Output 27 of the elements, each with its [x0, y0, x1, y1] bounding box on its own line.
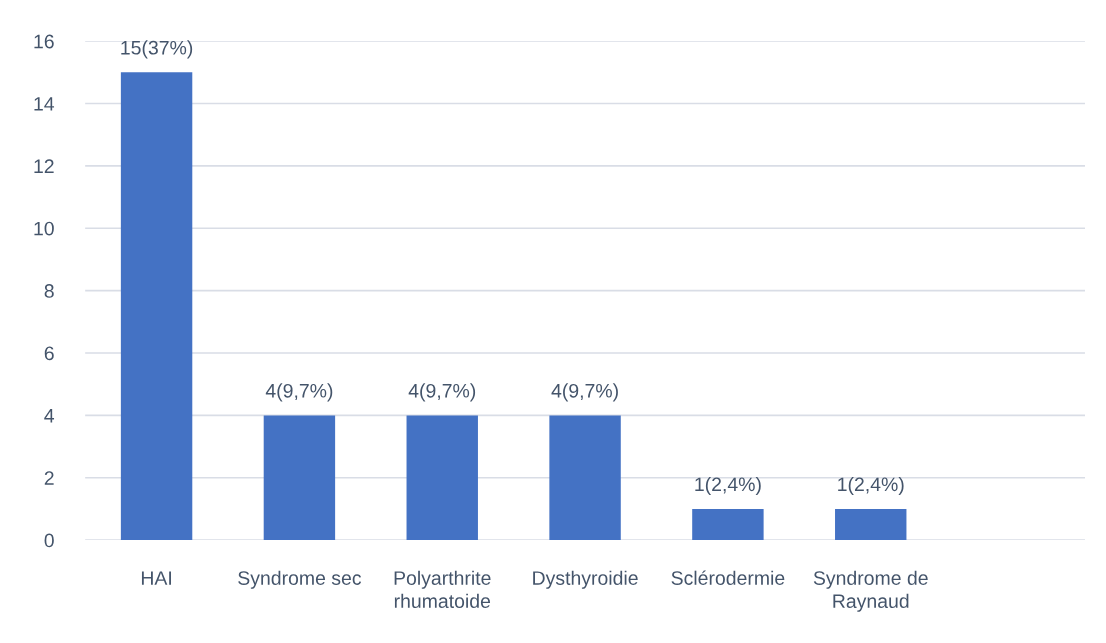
bar: [549, 415, 621, 541]
x-tick-label: HAI: [141, 571, 171, 585]
x-tick-label: Dysthyroidie: [533, 570, 638, 589]
bar: [692, 508, 764, 541]
y-tick-label: 12: [34, 159, 54, 173]
y-tick-label: 10: [34, 221, 54, 236]
data-label: 1(2,4%): [695, 476, 761, 496]
y-tick-label: 16: [34, 34, 54, 49]
data-label: 15(37%): [121, 40, 193, 59]
data-label: 4(9,7%): [408, 383, 476, 402]
x-tick-label: Syndrome sec: [238, 570, 362, 589]
data-label: 4(9,7%): [551, 383, 618, 402]
y-tick-label: 0: [44, 533, 54, 548]
y-tick-label: 2: [44, 471, 54, 485]
bar: [406, 415, 478, 541]
y-tick-label: 14: [34, 97, 55, 111]
bar: [835, 508, 907, 541]
x-tick-label: Syndrome de Raynaud: [813, 570, 928, 612]
bar: [120, 72, 193, 541]
data-label: 4(9,7%): [265, 383, 333, 402]
bar: [263, 415, 336, 541]
x-tick-label: Polyarthrite rhumatoide: [394, 570, 491, 609]
y-tick-label: 4: [44, 409, 55, 423]
data-label: 1(2,4%): [838, 476, 904, 496]
x-tick-label: Sclérodermie: [671, 570, 785, 585]
y-tick-label: 6: [44, 346, 54, 361]
y-tick-label: 8: [44, 284, 54, 298]
